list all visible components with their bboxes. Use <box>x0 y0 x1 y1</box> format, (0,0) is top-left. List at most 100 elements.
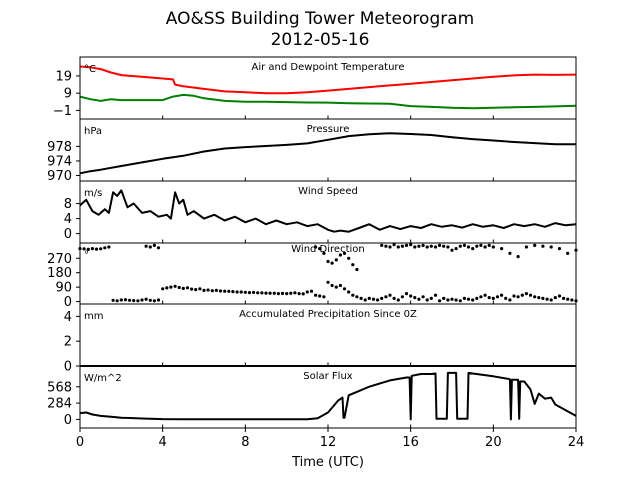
x-axis-label: Time (UTC) <box>291 455 364 470</box>
wind-direction-point <box>400 244 404 248</box>
wind-direction-point <box>454 247 458 251</box>
y-tick-label: 90 <box>55 281 72 296</box>
panel-unit: °C <box>84 64 96 75</box>
wind-direction-point <box>367 296 371 300</box>
wind-direction-point <box>458 244 462 248</box>
wind-direction-point <box>342 251 347 255</box>
wind-direction-point <box>338 253 342 257</box>
wind-direction-point <box>429 244 433 248</box>
wind-direction-point <box>495 295 500 299</box>
wind-direction-point <box>429 296 433 300</box>
wind-direction-point <box>252 290 256 294</box>
wind-direction-point <box>305 290 309 294</box>
panel-title: Solar Flux <box>303 371 353 382</box>
wind-direction-point <box>330 261 334 265</box>
y-tick-label: 970 <box>47 169 72 184</box>
wind-direction-point <box>438 299 442 303</box>
y-tick-label: 2 <box>64 335 72 350</box>
wind-direction-point <box>549 298 553 302</box>
wind-direction-point <box>533 295 537 299</box>
wind-direction-point <box>533 243 537 247</box>
y-tick-label: −1 <box>53 104 72 119</box>
y-tick-label: 568 <box>47 380 72 395</box>
wind-direction-point <box>194 288 198 292</box>
y-tick-label: 4 <box>64 212 72 227</box>
wind-direction-point <box>541 244 545 248</box>
y-tick-label: 0 <box>64 227 72 242</box>
wind-direction-point <box>256 291 260 295</box>
wind-direction-point <box>355 295 359 299</box>
wind-direction-point <box>458 299 462 303</box>
wind-direction-point <box>491 296 495 300</box>
figure-title-line1: AO&SS Building Tower Meteorogram <box>166 9 474 29</box>
wind-direction-point <box>483 293 487 297</box>
wind-direction-point <box>334 258 338 262</box>
wind-direction-point <box>520 293 524 297</box>
wind-direction-point <box>128 298 132 302</box>
wind-direction-point <box>388 245 392 249</box>
wind-direction-point <box>500 247 504 251</box>
wind-direction-point <box>148 298 152 302</box>
wind-direction-point <box>425 245 429 249</box>
y-tick-label: 19 <box>55 69 72 84</box>
wind-direction-point <box>446 245 450 249</box>
panel-unit: mm <box>84 311 103 322</box>
wind-direction-point <box>214 288 218 292</box>
wind-direction-point <box>318 247 322 251</box>
series-line-2-1 <box>79 132 576 175</box>
y-tick-label: 4 <box>64 310 72 325</box>
wind-direction-point <box>396 298 400 302</box>
wind-direction-point <box>260 291 264 295</box>
wind-direction-point <box>487 243 491 247</box>
y-tick-label: 8 <box>64 197 72 212</box>
wind-direction-point <box>264 291 268 295</box>
wind-direction-point <box>508 251 512 255</box>
wind-direction-point <box>396 245 400 249</box>
wind-direction-point <box>285 292 289 296</box>
wind-direction-point <box>136 299 140 303</box>
y-tick-label: 270 <box>47 252 72 267</box>
wind-direction-point <box>466 245 471 249</box>
wind-direction-point <box>433 293 438 297</box>
series-line-1-1 <box>79 65 577 95</box>
wind-direction-point <box>475 296 479 300</box>
panel-unit: m/s <box>84 188 102 199</box>
wind-direction-point <box>524 292 529 296</box>
wind-direction-point <box>438 243 442 247</box>
wind-direction-point <box>338 283 342 288</box>
wind-direction-point <box>185 286 190 290</box>
wind-direction-point <box>462 296 466 300</box>
wind-direction-point <box>462 243 466 247</box>
wind-direction-point <box>537 296 541 300</box>
series-line-6-1 <box>79 371 577 421</box>
wind-direction-point <box>314 245 318 249</box>
wind-direction-point <box>371 297 376 301</box>
wind-direction-point <box>553 296 557 300</box>
wind-direction-point <box>326 280 330 284</box>
wind-direction-point <box>479 295 483 299</box>
wind-direction-point <box>413 245 417 249</box>
wind-direction-point <box>276 292 280 296</box>
wind-direction-point <box>140 298 144 302</box>
wind-direction-point <box>165 286 169 290</box>
wind-direction-point <box>268 291 272 295</box>
wind-direction-point <box>351 293 355 297</box>
wind-direction-point <box>404 292 409 296</box>
wind-direction-point <box>206 288 210 292</box>
wind-direction-point <box>177 285 181 290</box>
panel-title: Wind Speed <box>298 186 358 197</box>
wind-direction-point <box>421 243 425 247</box>
wind-direction-point <box>413 296 417 300</box>
wind-direction-point <box>99 247 103 251</box>
wind-direction-point <box>409 243 413 247</box>
wind-direction-point <box>119 298 123 302</box>
y-tick-label: 0 <box>64 413 72 428</box>
wind-direction-point <box>471 247 475 251</box>
wind-direction-point <box>442 296 446 300</box>
wind-direction-point <box>231 290 235 294</box>
figure-title-line2: 2012-05-16 <box>271 30 370 50</box>
wind-direction-point <box>528 293 533 297</box>
x-tick-label: 0 <box>76 435 84 450</box>
y-tick-label: 180 <box>47 266 72 281</box>
wind-direction-point <box>524 245 529 249</box>
